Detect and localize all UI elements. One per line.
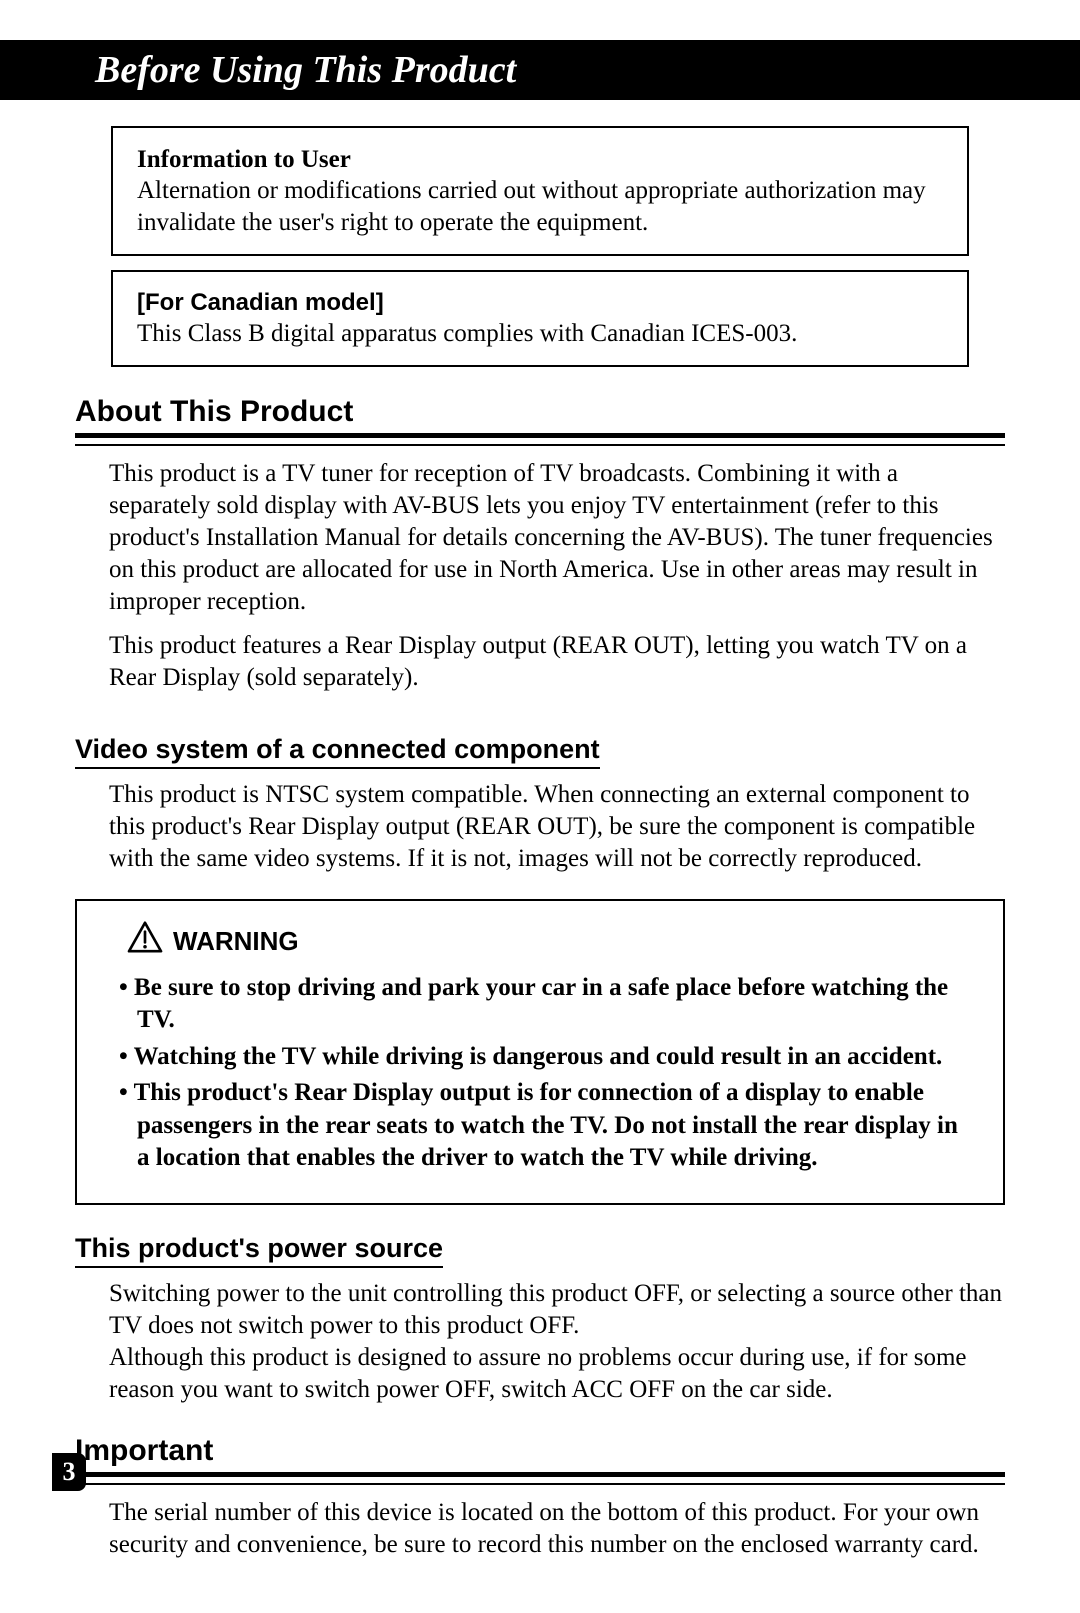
about-paragraph-1: This product is a TV tuner for reception… xyxy=(109,458,1005,618)
section-heading-important: Important xyxy=(75,1434,1005,1477)
warning-header: WARNING xyxy=(127,921,975,962)
info-box-canadian: [For Canadian model] This Class B digita… xyxy=(111,270,969,367)
heading-underline xyxy=(75,444,1005,446)
warning-item: This product's Rear Display output is fo… xyxy=(137,1077,975,1175)
power-paragraph-2: Although this product is designed to ass… xyxy=(109,1342,1005,1406)
subsection-heading-power: This product's power source xyxy=(75,1233,443,1268)
warning-box: WARNING Be sure to stop driving and park… xyxy=(75,899,1005,1205)
heading-underline xyxy=(75,1483,1005,1485)
warning-label: WARNING xyxy=(173,925,299,959)
info-box-user: Information to User Alternation or modif… xyxy=(111,126,969,256)
power-paragraph-1: Switching power to the unit controlling … xyxy=(109,1278,1005,1342)
manual-page: Before Using This Product Information to… xyxy=(0,0,1080,1613)
video-paragraph: This product is NTSC system compatible. … xyxy=(109,779,1005,875)
subsection-heading-video: Video system of a connected component xyxy=(75,734,600,769)
page-title-bar: Before Using This Product xyxy=(0,40,1080,100)
section-heading-about: About This Product xyxy=(75,395,1005,438)
page-title: Before Using This Product xyxy=(95,49,516,91)
info-body: This Class B digital apparatus complies … xyxy=(137,318,943,349)
info-body: Alternation or modifications carried out… xyxy=(137,175,943,238)
page-number: 3 xyxy=(63,1457,76,1487)
important-paragraph: The serial number of this device is loca… xyxy=(109,1497,1005,1561)
warning-item: Be sure to stop driving and park your ca… xyxy=(137,972,975,1037)
warning-item: Watching the TV while driving is dangero… xyxy=(137,1041,975,1074)
warning-triangle-icon xyxy=(127,921,163,962)
page-number-badge: 3 xyxy=(52,1453,86,1491)
info-heading: Information to User xyxy=(137,144,943,175)
info-heading: [For Canadian model] xyxy=(137,288,943,318)
about-paragraph-2: This product features a Rear Display out… xyxy=(109,630,1005,694)
warning-list: Be sure to stop driving and park your ca… xyxy=(137,972,975,1175)
